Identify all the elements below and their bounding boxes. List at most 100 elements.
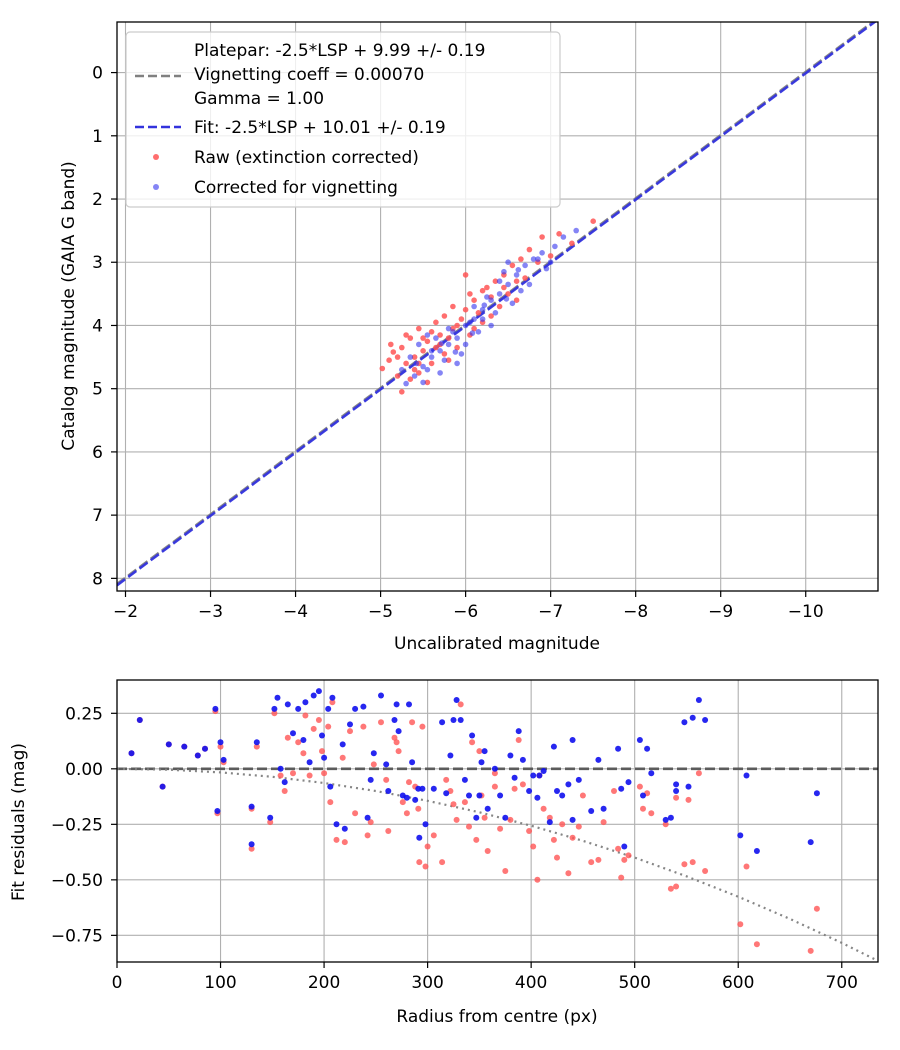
corrected-data-point	[475, 329, 482, 335]
raw-data-point	[433, 344, 439, 351]
raw-data-point	[559, 821, 566, 828]
raw-data-point	[475, 310, 482, 316]
raw-data-point	[271, 710, 278, 717]
raw-data-point	[569, 240, 575, 247]
raw-data-point	[277, 772, 284, 779]
corrected-data-point	[509, 300, 516, 307]
vignetting-model-line	[117, 767, 878, 962]
legend-label-corrected: Corrected for vignetting	[194, 178, 398, 198]
raw-data-point	[640, 805, 646, 812]
corrected-data-point	[420, 379, 426, 386]
corrected-data-point	[481, 748, 488, 755]
x-tick-label: 200	[308, 973, 340, 993]
corrected-data-point	[600, 805, 607, 812]
raw-data-point	[492, 278, 499, 285]
corrected-data-point	[662, 816, 669, 823]
corrected-data-point	[271, 705, 278, 712]
corrected-data-point	[325, 705, 332, 712]
corrected-data-point	[462, 322, 469, 329]
raw-data-point	[526, 246, 533, 253]
raw-data-point	[439, 859, 446, 866]
raw-data-point	[534, 876, 541, 883]
corrected-data-point	[395, 728, 402, 735]
corrected-data-point	[329, 694, 336, 701]
top-x-axis-label: Uncalibrated magnitude	[394, 634, 600, 654]
corrected-data-point	[378, 692, 384, 699]
raw-data-point	[347, 728, 353, 735]
raw-data-point	[445, 357, 452, 364]
bottom-y-axis-label: Fit residuals (mag)	[9, 743, 29, 901]
y-tick-label: 7	[92, 506, 103, 526]
corrected-data-point	[743, 772, 750, 779]
corrected-data-point	[306, 759, 313, 766]
raw-data-point	[526, 828, 533, 834]
corrected-data-point	[501, 268, 507, 275]
corrected-data-point	[295, 705, 302, 712]
raw-data-point	[467, 291, 473, 297]
corrected-data-point	[695, 697, 702, 703]
y-tick-label: 3	[92, 253, 103, 273]
corrected-data-point	[428, 354, 435, 360]
bottom-plot-frame	[116, 679, 879, 963]
raw-data-point	[453, 816, 460, 823]
raw-data-point	[424, 338, 431, 345]
corrected-data-point	[479, 306, 486, 313]
raw-data-point	[579, 792, 586, 799]
top-scatter-points	[379, 218, 596, 395]
raw-data-point	[471, 297, 477, 304]
corrected-data-point	[302, 699, 309, 706]
corrected-data-point	[415, 785, 422, 792]
raw-data-point	[807, 947, 814, 954]
raw-data-point	[737, 921, 744, 928]
corrected-data-point	[502, 814, 509, 821]
corrected-data-point	[515, 728, 522, 735]
y-tick-label: 2	[92, 190, 103, 210]
raw-data-point	[424, 843, 431, 850]
corrected-data-point	[469, 732, 476, 739]
raw-data-point	[352, 810, 359, 817]
raw-data-point	[306, 772, 313, 779]
raw-data-point	[399, 799, 406, 806]
raw-data-point	[497, 825, 504, 832]
corrected-data-point	[526, 281, 533, 288]
raw-data-point	[411, 354, 418, 360]
raw-data-point	[419, 723, 426, 730]
x-tick-label: 300	[411, 973, 443, 993]
raw-data-point	[399, 344, 405, 351]
corrected-data-point	[496, 291, 503, 297]
raw-data-point	[411, 366, 418, 373]
raw-data-point	[395, 748, 402, 755]
corrected-data-point	[437, 370, 443, 376]
raw-data-point	[415, 805, 422, 812]
legend-label-fit: Fit: -2.5*LSP + 10.01 +/- 0.19	[194, 118, 446, 138]
raw-data-point	[360, 723, 367, 730]
corrected-data-point	[352, 705, 359, 712]
raw-data-point	[385, 828, 392, 834]
corrected-data-point	[737, 832, 744, 839]
corrected-data-point	[424, 332, 431, 338]
corrected-data-point	[488, 322, 494, 329]
corrected-data-point	[428, 348, 435, 354]
raw-data-point	[321, 770, 328, 777]
raw-data-point	[406, 779, 412, 786]
raw-data-point	[618, 874, 625, 881]
raw-data-point	[403, 810, 410, 817]
top-x-ticks: −2 −3 −4 −5 −6 −7 −8 −9 −10	[113, 591, 824, 622]
corrected-data-point	[667, 814, 674, 821]
x-tick-label: −4	[283, 602, 308, 622]
legend-label-vignetting: Vignetting coeff = 0.00070	[194, 65, 424, 85]
raw-data-point	[217, 743, 224, 750]
raw-data-point	[501, 284, 507, 291]
raw-data-point	[416, 325, 422, 332]
corrected-data-point	[403, 380, 409, 387]
corrected-data-point	[507, 752, 514, 759]
corrected-data-point	[636, 737, 643, 743]
raw-data-point	[461, 799, 468, 806]
corrected-data-point	[673, 788, 680, 794]
raw-data-point	[295, 739, 302, 746]
raw-data-point	[515, 737, 522, 743]
corrected-data-point	[416, 341, 422, 348]
raw-data-point	[648, 810, 655, 817]
legend-label-raw: Raw (extinction corrected)	[194, 148, 419, 168]
raw-data-point	[513, 297, 520, 304]
